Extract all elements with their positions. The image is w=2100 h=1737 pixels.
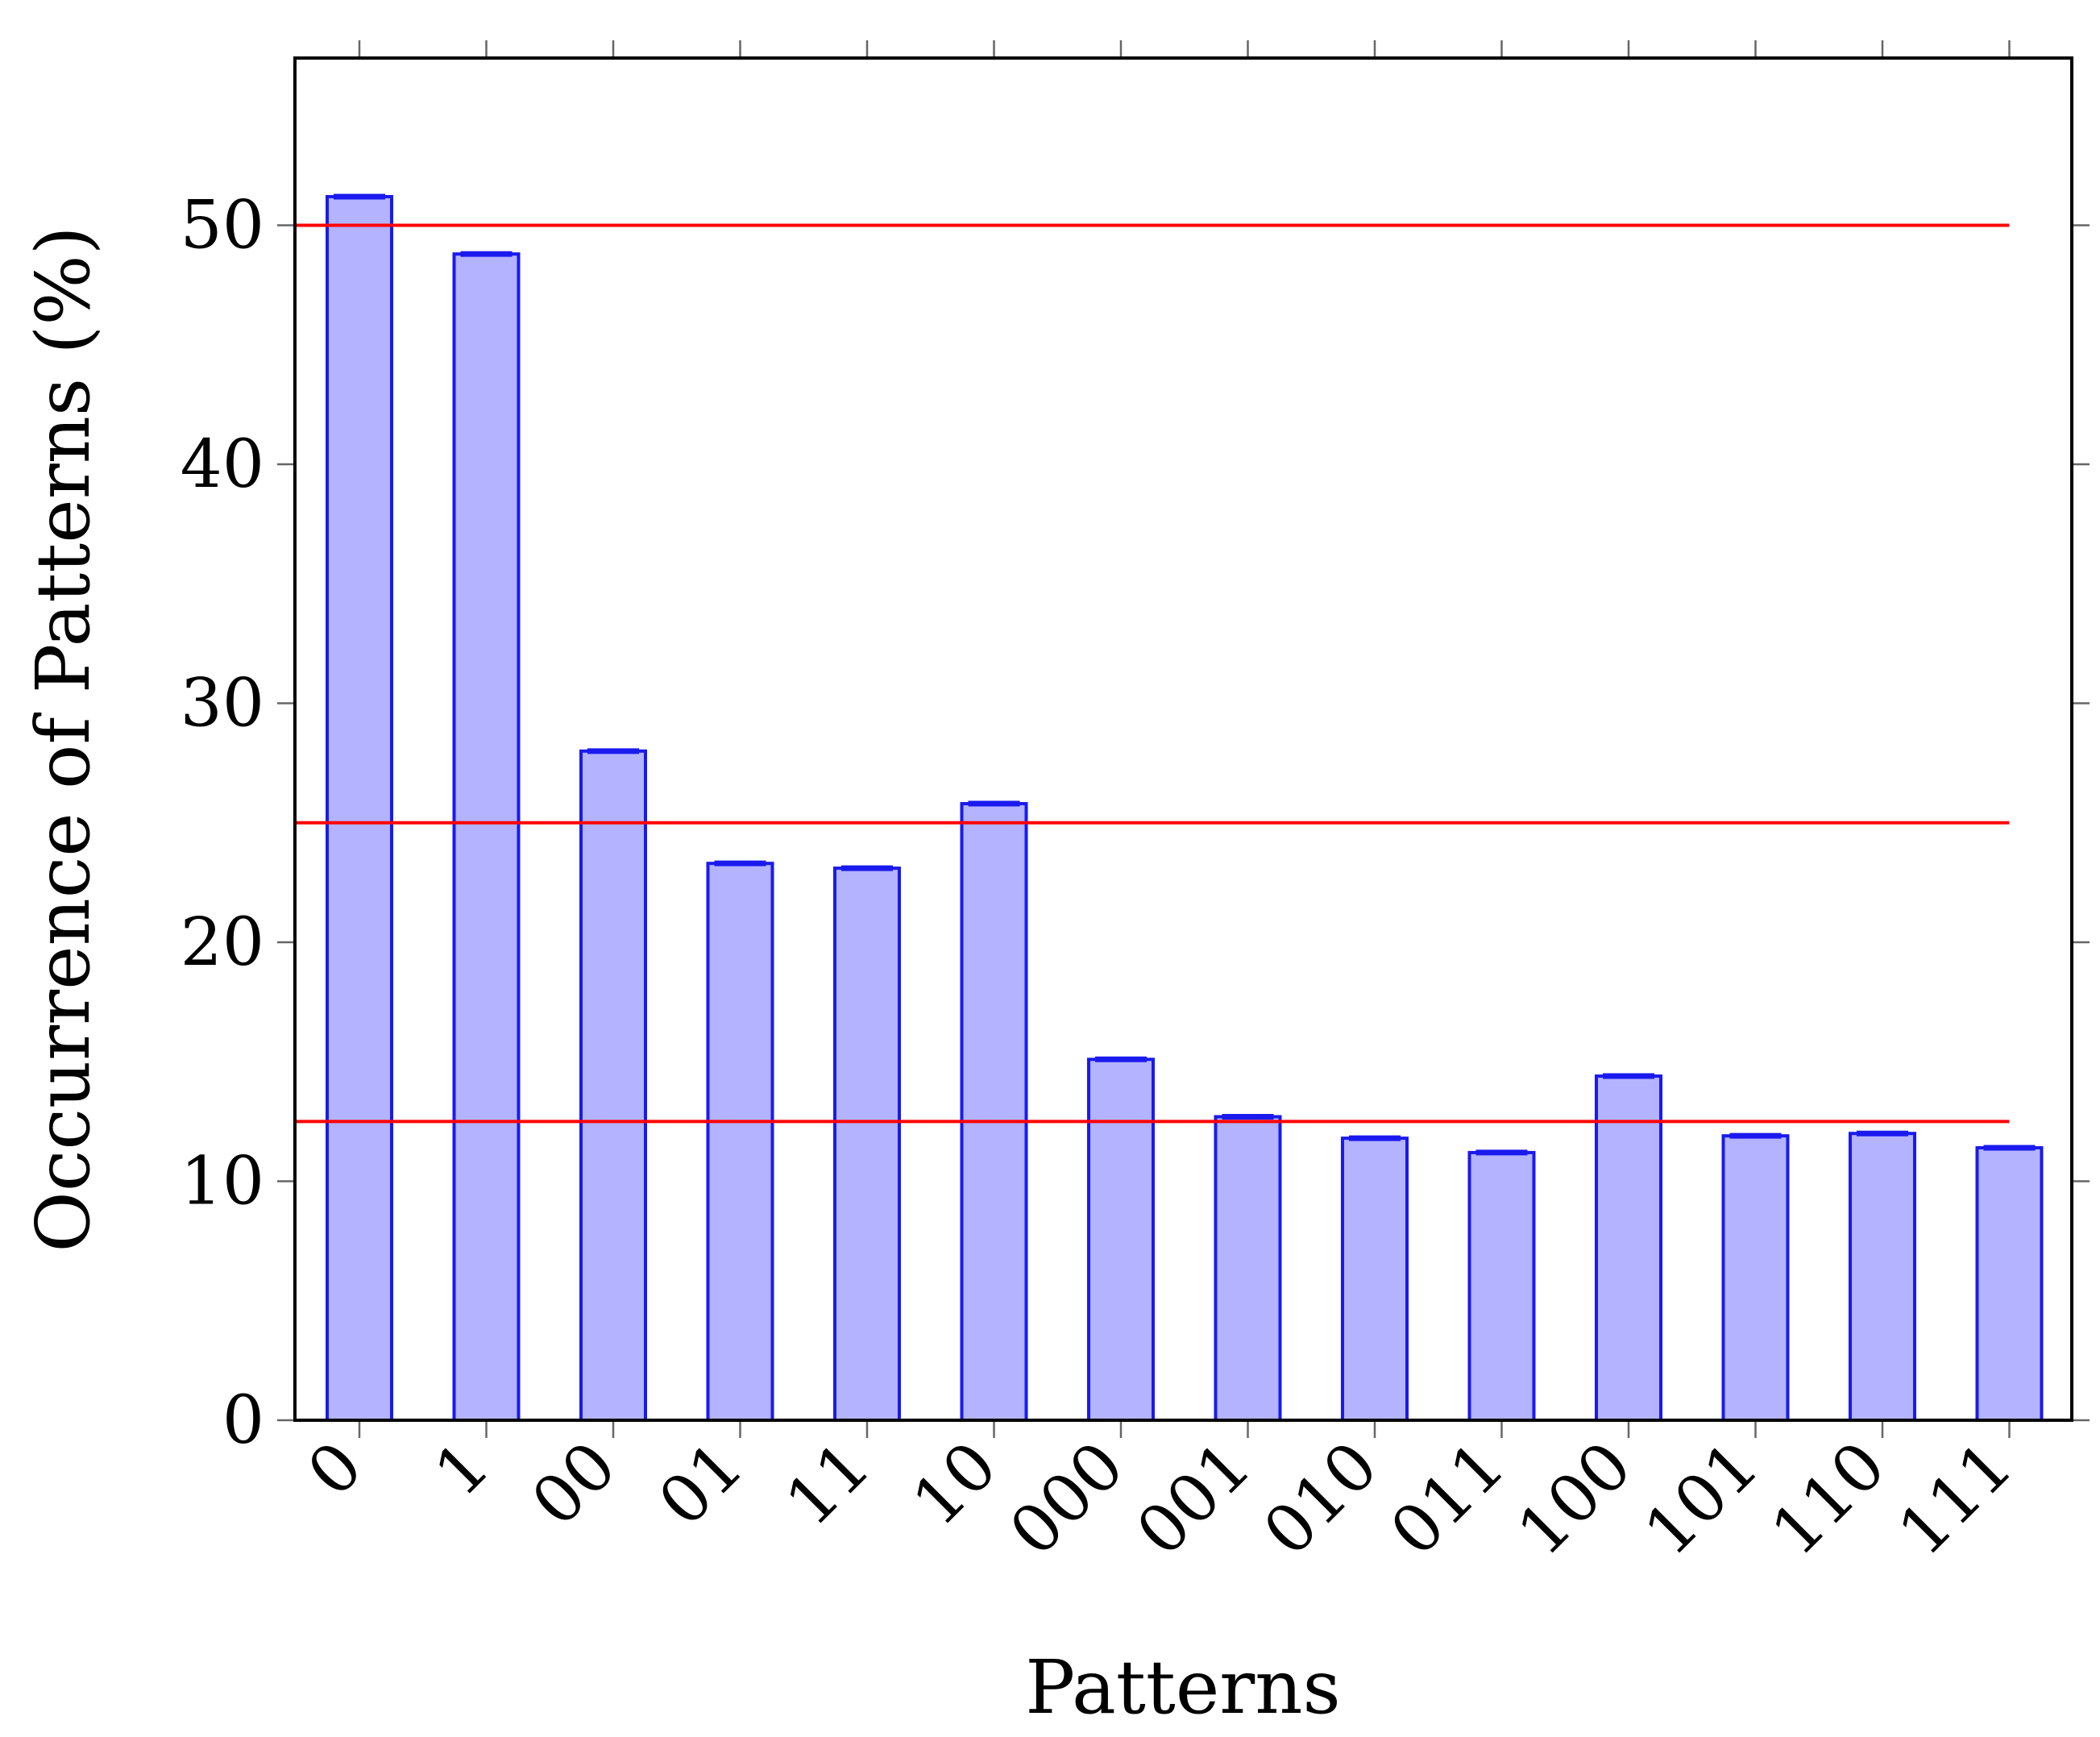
plot-frame xyxy=(293,56,2073,1422)
x-tick-label-011: 011 xyxy=(1376,1427,1520,1571)
bar-11 xyxy=(833,866,901,1422)
bar-001 xyxy=(1214,1115,1282,1423)
y-axis-title: Occurrence of Patterns (%) xyxy=(20,226,106,1252)
x-tick-label-1: 1 xyxy=(421,1427,504,1511)
bar-011 xyxy=(1467,1150,1536,1422)
x-tick-label-01: 01 xyxy=(645,1427,758,1541)
y-tick-label-40: 40 xyxy=(181,426,264,503)
axis-ticks xyxy=(277,40,2090,1438)
y-tick-labels: 0 10 20 30 40 50 xyxy=(181,188,264,1459)
bar-000 xyxy=(1087,1058,1155,1422)
x-tick-label-110: 110 xyxy=(1757,1427,1900,1571)
x-tick-label-101: 101 xyxy=(1630,1427,1774,1571)
bar-100 xyxy=(1595,1074,1662,1422)
y-tick-label-20: 20 xyxy=(181,904,264,981)
y-tick-label-10: 10 xyxy=(181,1144,264,1220)
x-tick-label-010: 010 xyxy=(1249,1427,1392,1571)
bar-10 xyxy=(960,802,1028,1422)
y-tick-label-50: 50 xyxy=(181,188,264,264)
reference-lines xyxy=(297,223,2010,1124)
x-tick-label-100: 100 xyxy=(1503,1427,1646,1571)
x-axis-title: Patterns xyxy=(1025,1644,1340,1731)
bar-00 xyxy=(579,749,647,1422)
bars xyxy=(326,193,2044,1423)
bar-01 xyxy=(706,862,774,1422)
bar-1 xyxy=(452,252,521,1422)
y-tick-label-0: 0 xyxy=(222,1382,264,1459)
x-tick-label-111: 111 xyxy=(1884,1427,2027,1571)
x-tick-label-10: 10 xyxy=(899,1427,1012,1541)
x-tick-label-11: 11 xyxy=(771,1427,885,1541)
bar-101 xyxy=(1721,1134,1790,1422)
x-tick-label-00: 00 xyxy=(517,1427,631,1541)
bar-0 xyxy=(326,194,393,1422)
bar-111 xyxy=(1975,1146,2044,1422)
x-tick-label-000: 000 xyxy=(995,1427,1139,1571)
x-tick-label-001: 001 xyxy=(1123,1427,1266,1571)
y-tick-label-30: 30 xyxy=(181,666,264,742)
x-tick-label-0: 0 xyxy=(293,1427,377,1511)
bar-110 xyxy=(1849,1132,1916,1423)
bar-010 xyxy=(1341,1137,1409,1423)
